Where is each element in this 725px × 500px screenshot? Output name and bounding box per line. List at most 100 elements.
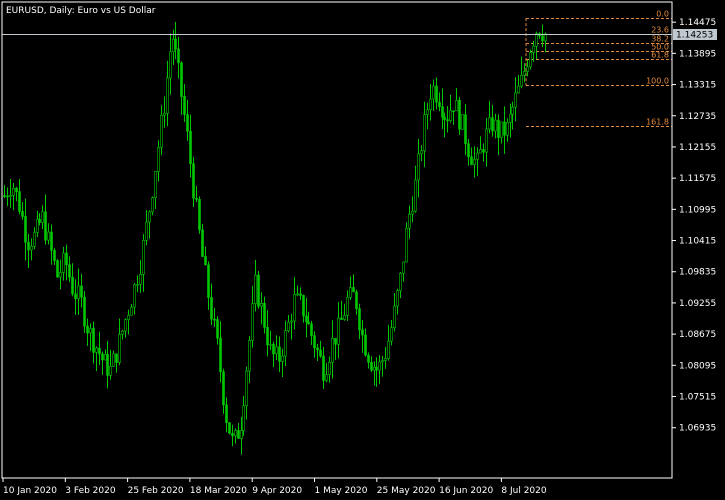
- candle-body: [352, 287, 355, 293]
- candle-body: [411, 210, 414, 215]
- candle-body: [319, 349, 322, 357]
- candle-body: [334, 338, 337, 345]
- candle-body: [169, 51, 172, 79]
- candle-body: [189, 130, 192, 164]
- candle-body: [263, 302, 266, 328]
- candle-body: [68, 264, 71, 278]
- candle-body: [293, 294, 296, 322]
- candle-body: [509, 113, 512, 123]
- candle-body: [27, 242, 30, 251]
- candle-body: [213, 318, 216, 321]
- candle-body: [198, 199, 201, 231]
- candle-body: [500, 121, 503, 138]
- candle-body: [322, 355, 325, 381]
- candle-body: [272, 343, 275, 355]
- candle-body: [121, 330, 124, 335]
- candle-body: [151, 197, 154, 213]
- candle-body: [225, 404, 228, 423]
- candle-body: [148, 211, 151, 223]
- candle-body: [266, 327, 269, 346]
- candle-body: [355, 291, 358, 309]
- candle-body: [56, 260, 59, 278]
- candle-body: [529, 52, 532, 68]
- candle-body: [281, 355, 284, 362]
- candle-body: [124, 319, 127, 332]
- chart-title: EURUSD, Daily: Euro vs US Dollar: [6, 6, 156, 16]
- x-tick-label: 10 Jan 2020: [3, 486, 57, 496]
- candle-body: [299, 293, 302, 296]
- candle-body: [387, 340, 390, 359]
- candle-body: [349, 287, 352, 298]
- y-tick-label: 1.13315: [679, 81, 716, 91]
- candle-body: [313, 335, 316, 349]
- candle-body: [364, 334, 367, 356]
- y-tick-label: 1.14475: [679, 18, 716, 28]
- candle-body: [83, 296, 86, 327]
- candle-body: [47, 231, 50, 241]
- candle-body: [142, 240, 145, 275]
- x-tick-label: 9 Apr 2020: [252, 486, 302, 496]
- candle-body: [145, 221, 148, 241]
- y-tick-label: 1.12155: [679, 143, 716, 153]
- y-tick-label: 1.08675: [679, 330, 716, 340]
- candle-body: [325, 374, 328, 381]
- candle-body: [544, 33, 547, 42]
- candle-body: [331, 338, 334, 363]
- y-tick-label: 1.09835: [679, 268, 716, 278]
- fib-level-label: 23.6: [651, 26, 669, 35]
- candle-body: [50, 231, 53, 251]
- candle-body: [316, 347, 319, 351]
- candle-body: [441, 106, 444, 118]
- candle-body: [101, 353, 104, 361]
- candle-body: [12, 188, 15, 196]
- candle-body: [346, 297, 349, 316]
- y-tick-label: 1.10415: [679, 237, 716, 247]
- candle-body: [328, 361, 331, 375]
- y-tick-label: 1.12735: [679, 112, 716, 122]
- candle-body: [80, 285, 83, 298]
- candle-body: [305, 315, 308, 323]
- candle-body: [511, 106, 514, 115]
- candle-body: [310, 323, 313, 337]
- candle-body: [290, 320, 293, 323]
- candle-body: [109, 365, 112, 376]
- candle-body: [399, 272, 402, 291]
- candle-body: [435, 85, 438, 103]
- candle-body: [71, 276, 74, 295]
- candle-body: [231, 432, 234, 437]
- candle-body: [139, 274, 142, 285]
- candle-body: [3, 195, 6, 197]
- candle-body: [452, 110, 455, 113]
- candle-body: [154, 171, 157, 199]
- candle-body: [367, 354, 370, 363]
- candle-body: [517, 85, 520, 94]
- candle-body: [18, 191, 21, 212]
- x-tick-label: 8 Jul 2020: [501, 486, 546, 496]
- y-tick-label: 1.09255: [679, 299, 716, 309]
- candles-layer: [3, 21, 547, 455]
- candle-body: [479, 149, 482, 154]
- candle-body: [228, 422, 231, 434]
- candle-body: [251, 303, 254, 341]
- candle-body: [494, 119, 497, 132]
- candle-body: [284, 330, 287, 357]
- fib-level-label: 50.0: [651, 43, 669, 52]
- candle-body: [461, 114, 464, 130]
- time-axis: 10 Jan 2020 3 Feb 2020 25 Feb 2020 18 Mar 2…: [2, 478, 547, 496]
- candle-body: [74, 293, 77, 299]
- candle-body: [473, 159, 476, 165]
- fib-level-label: 38.2: [651, 35, 669, 44]
- y-tick-label: 1.06935: [679, 424, 716, 434]
- candle-body: [240, 430, 243, 439]
- candle-body: [192, 163, 195, 199]
- fib-level-label: 100.0: [646, 77, 669, 86]
- candle-body: [535, 33, 538, 47]
- x-tick-label: 25 May 2020: [377, 486, 436, 496]
- candle-body: [381, 360, 384, 363]
- candle-body: [503, 121, 506, 136]
- candle-body: [115, 353, 118, 363]
- candle-body: [390, 327, 393, 342]
- candle-body: [340, 317, 343, 320]
